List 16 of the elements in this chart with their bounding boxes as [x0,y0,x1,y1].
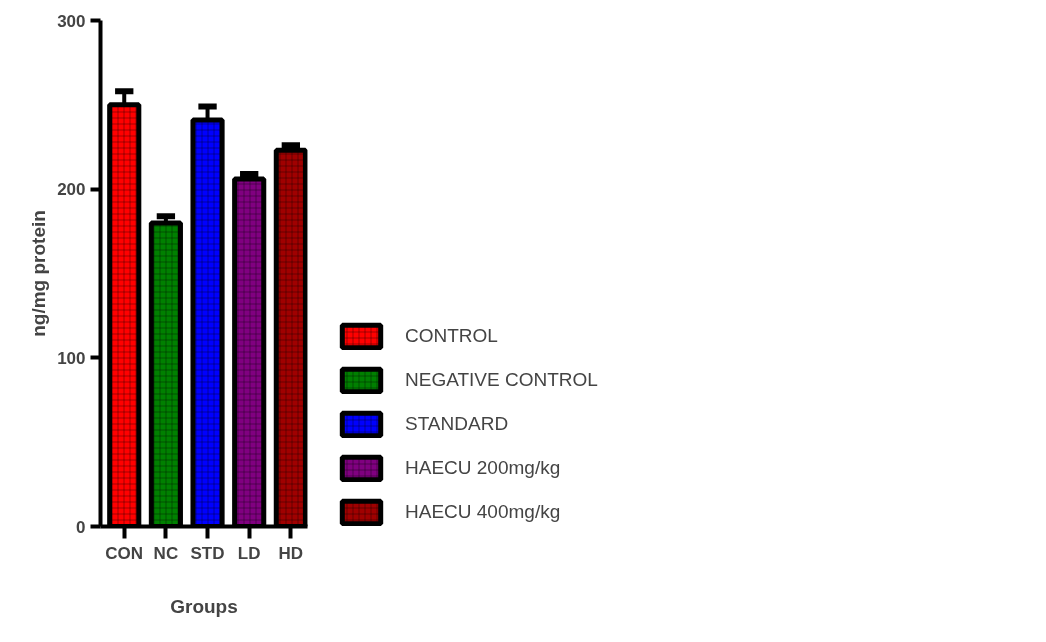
y-tick-label: 0 [76,517,86,537]
y-tick-label: 100 [57,348,86,368]
x-tick-label: HD [278,543,304,563]
legend-label: HAECU 200mg/kg [405,457,561,479]
legend-label: CONTROL [405,325,498,347]
x-tick-label: NC [153,543,179,563]
y-tick-label: 200 [57,180,86,200]
y-axis-title: ng/mg protein [28,210,50,337]
x-tick-label: LD [237,543,261,563]
x-tick-label: CON [105,543,144,563]
legend-label: NEGATIVE CONTROL [405,369,598,391]
legend-label: HAECU 400mg/kg [405,501,561,523]
legend-label: STANDARD [405,413,509,435]
y-tick-label: 300 [57,11,86,31]
x-tick-label: STD [190,543,225,563]
x-axis-title: Groups [170,595,238,617]
